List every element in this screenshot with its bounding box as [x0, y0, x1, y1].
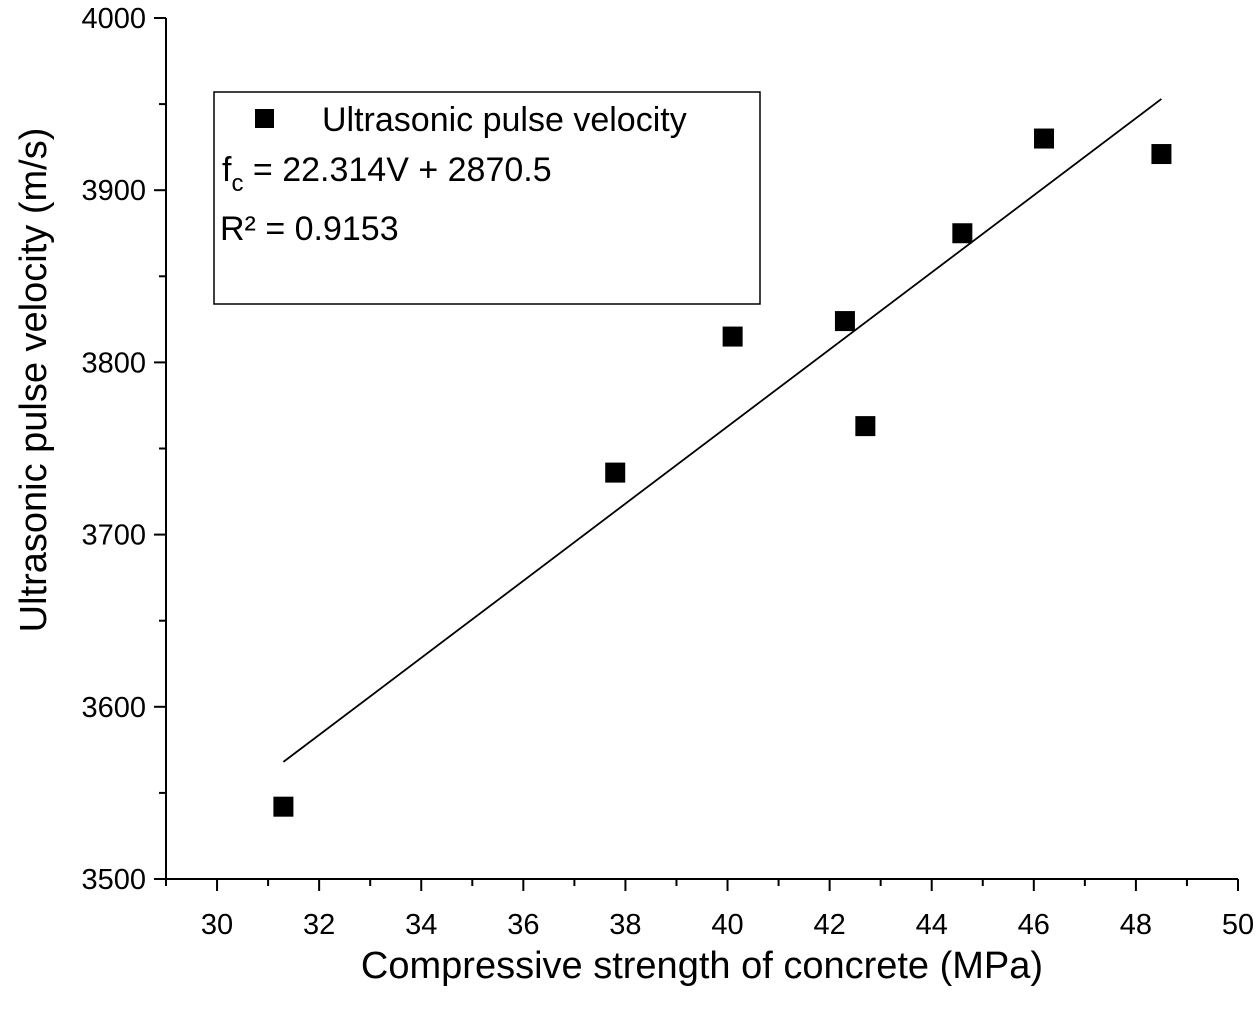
x-tick-label: 48	[1120, 909, 1152, 941]
data-point	[722, 326, 743, 347]
fit-equation-rest: = 22.314V + 2870.5	[243, 151, 551, 189]
data-point	[1034, 128, 1055, 149]
x-tick-label: 42	[813, 909, 845, 941]
x-tick-label: 30	[201, 909, 233, 941]
data-point	[834, 311, 855, 332]
legend: Ultrasonic pulse velocity fc = 22.314V +…	[213, 91, 761, 305]
r-squared-label: R² = 0.9153	[220, 210, 399, 248]
x-tick-label: 34	[405, 909, 437, 941]
y-tick-label: 3500	[81, 864, 146, 896]
data-point	[605, 462, 626, 483]
fit-equation: fc = 22.314V + 2870.5	[222, 151, 552, 197]
x-axis-title: Compressive strength of concrete (MPa)	[361, 945, 1043, 987]
data-point	[855, 416, 876, 437]
axes	[165, 18, 1238, 880]
data-point	[1151, 144, 1172, 165]
x-tick-label: 44	[916, 909, 948, 941]
data-point	[952, 223, 973, 244]
fit-line	[282, 98, 1162, 763]
y-axis-ticks: 3500 3600 3700 3800 3900 4000	[81, 3, 166, 896]
x-tick-label: 36	[507, 909, 539, 941]
legend-marker-square	[255, 109, 274, 128]
y-tick-label: 4000	[81, 3, 146, 35]
x-tick-label: 50	[1222, 909, 1254, 941]
x-tick-label: 38	[609, 909, 641, 941]
data-point	[273, 796, 294, 817]
x-tick-label: 46	[1018, 909, 1050, 941]
fit-equation-variable: f	[222, 151, 232, 189]
y-axis-title: Ultrasonic pulse velocity (m/s)	[13, 128, 55, 633]
x-axis-ticks: 30 32 34 36 38 40 42 44 46 48 50	[165, 879, 1254, 941]
data-points	[273, 128, 1172, 817]
y-tick-label: 3600	[81, 692, 146, 724]
y-tick-label: 3800	[81, 347, 146, 379]
fit-line-group	[282, 98, 1162, 763]
legend-box	[213, 91, 761, 305]
y-tick-label: 3900	[81, 175, 146, 207]
legend-series-label: Ultrasonic pulse velocity	[322, 101, 687, 139]
y-tick-label: 3700	[81, 520, 146, 552]
x-tick-label: 40	[711, 909, 743, 941]
x-tick-label: 32	[303, 909, 335, 941]
fit-equation-subscript: c	[231, 170, 243, 197]
